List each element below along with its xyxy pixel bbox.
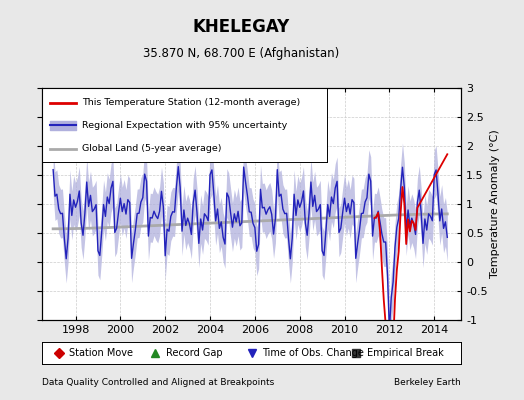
Y-axis label: Temperature Anomaly (°C): Temperature Anomaly (°C) [490,130,500,278]
Text: 35.870 N, 68.700 E (Afghanistan): 35.870 N, 68.700 E (Afghanistan) [143,47,339,60]
Text: Time of Obs. Change: Time of Obs. Change [262,348,364,358]
Text: Station Move: Station Move [69,348,133,358]
Text: KHELEGAY: KHELEGAY [192,18,290,36]
Text: Record Gap: Record Gap [166,348,222,358]
Text: Empirical Break: Empirical Break [367,348,443,358]
Text: Data Quality Controlled and Aligned at Breakpoints: Data Quality Controlled and Aligned at B… [42,378,274,387]
Text: Berkeley Earth: Berkeley Earth [395,378,461,387]
